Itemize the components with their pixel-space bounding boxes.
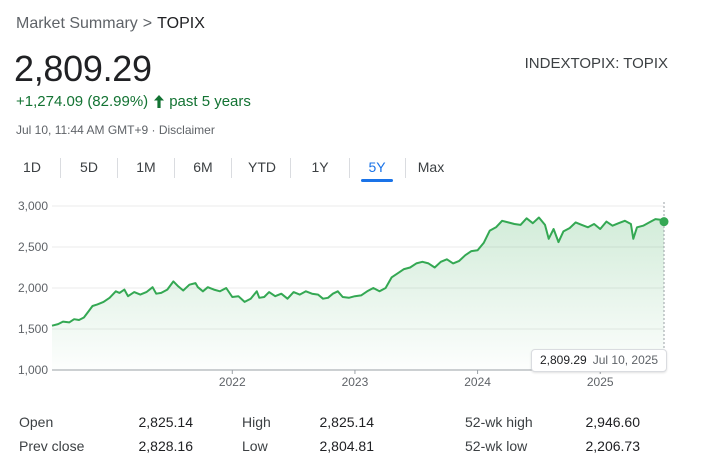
y-tick-label: 1,000 — [18, 363, 48, 377]
stat-label-open: Open — [19, 414, 54, 430]
stat-value-52wk-high: 2,946.60 — [585, 414, 641, 430]
breadcrumb-parent-link[interactable]: Market Summary — [16, 15, 138, 32]
stat-label-52wk-low: 52-wk low — [465, 438, 528, 454]
tab-divider — [174, 158, 175, 178]
tooltip-value: 2,809.29 — [540, 353, 587, 367]
tooltip-date: Jul 10, 2025 — [592, 353, 659, 367]
stat-label-low: Low — [242, 438, 268, 454]
stat-value-low: 2,804.81 — [319, 438, 375, 454]
stat-value-high: 2,825.14 — [319, 414, 375, 430]
tab-ytd[interactable]: YTD — [248, 159, 276, 175]
arrow-up-icon — [154, 95, 165, 108]
range-tabs: 1D 5D 1M 6M YTD 1Y 5Y Max — [16, 158, 448, 182]
stat-value-prev-close: 2,828.16 — [138, 438, 194, 454]
tab-1y[interactable]: 1Y — [311, 159, 329, 175]
tab-5d[interactable]: 5D — [80, 159, 98, 175]
stat-value-52wk-low: 2,206.73 — [585, 438, 641, 454]
stat-label-52wk-high: 52-wk high — [465, 414, 533, 430]
price-area-fill — [52, 217, 664, 370]
price-change: +1,274.09 (82.99%) past 5 years — [16, 93, 251, 110]
x-tick-label: 2023 — [342, 375, 369, 389]
y-tick-label: 2,500 — [18, 240, 48, 254]
tab-6m[interactable]: 6M — [193, 159, 213, 175]
tab-1m[interactable]: 1M — [136, 159, 156, 175]
tab-divider — [117, 158, 118, 178]
price-chart[interactable]: 3,000 2,500 2,000 1,500 1,000 2022 2023 2024 20… — [0, 195, 715, 395]
breadcrumb: Market Summary > TOPIX — [16, 15, 205, 33]
stat-value-open: 2,825.14 — [138, 414, 194, 430]
stat-label-high: High — [242, 414, 271, 430]
tab-5y[interactable]: 5Y — [361, 158, 393, 182]
tab-divider — [60, 158, 61, 178]
x-tick-label: 2022 — [219, 375, 246, 389]
x-tick-label: 2025 — [587, 375, 614, 389]
y-tick-label: 1,500 — [18, 322, 48, 336]
y-tick-label: 3,000 — [18, 199, 48, 213]
breadcrumb-separator: > — [142, 15, 153, 32]
y-tick-label: 2,000 — [18, 281, 48, 295]
tab-divider — [405, 158, 406, 178]
chart-tooltip: 2,809.29 Jul 10, 2025 — [531, 349, 668, 372]
stats-row: Prev close 2,828.16 Low 2,804.81 52-wk l… — [19, 438, 699, 458]
ticker-symbol: INDEXTOPIX: TOPIX — [524, 55, 668, 72]
tab-divider — [349, 158, 350, 178]
current-price-marker — [659, 217, 669, 227]
tab-divider — [231, 158, 232, 178]
tab-divider — [290, 158, 291, 178]
tab-1d[interactable]: 1D — [23, 159, 41, 175]
tab-max[interactable]: Max — [417, 159, 445, 175]
change-value: +1,274.09 (82.99%) — [16, 93, 149, 110]
quote-timestamp: Jul 10, 11:44 AM GMT+9 · Disclaimer — [16, 123, 215, 137]
price-line — [51, 216, 665, 327]
current-price: 2,809.29 — [14, 48, 152, 89]
breadcrumb-current: TOPIX — [157, 15, 205, 32]
stat-label-prev-close: Prev close — [19, 438, 85, 454]
stats-row: Open 2,825.14 High 2,825.14 52-wk high 2… — [19, 414, 699, 434]
change-period: past 5 years — [169, 93, 251, 110]
x-tick-label: 2024 — [464, 375, 491, 389]
